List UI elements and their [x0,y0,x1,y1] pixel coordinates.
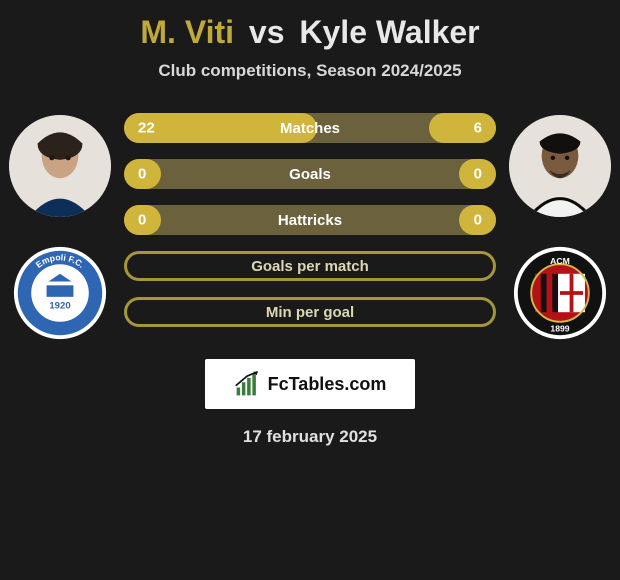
title: M. Viti vs Kyle Walker [0,14,620,51]
date: 17 february 2025 [0,427,620,447]
player2-avatar [509,115,611,217]
player1-club-badge: 1920 Empoli F.C. [12,245,108,341]
stat-value-right: 0 [474,212,482,229]
comparison-grid: 1920 Empoli F.C. 22 6 Matches 0 0 Goals 0 0 Hatt… [0,113,620,341]
table-icon [234,370,262,398]
watermark: FcTables.com [205,359,415,409]
player1-avatar [9,115,111,217]
stat-bar: Goals per match [124,251,496,281]
stat-value-left: 0 [138,166,146,183]
comparison-card: M. Viti vs Kyle Walker Club competitions… [0,0,620,447]
stat-value-right: 6 [474,120,482,137]
stat-value-right: 0 [474,166,482,183]
subtitle: Club competitions, Season 2024/2025 [0,61,620,81]
player1-name: M. Viti [140,14,234,50]
player2-club-badge: ACM 1899 [512,245,608,341]
svg-text:1920: 1920 [49,300,70,311]
player2-name: Kyle Walker [299,14,479,50]
stat-label: Goals [289,166,331,183]
stat-bar: 0 0 Goals [124,159,496,189]
right-column: ACM 1899 [500,113,620,341]
watermark-text: FcTables.com [268,374,387,395]
stat-value-left: 22 [138,120,155,137]
stats-column: 22 6 Matches 0 0 Goals 0 0 Hattricks Goals per ma… [120,113,500,327]
svg-text:ACM: ACM [550,256,570,266]
stat-label: Matches [280,120,340,137]
stat-label: Min per goal [266,304,354,321]
left-column: 1920 Empoli F.C. [0,113,120,341]
svg-text:1899: 1899 [550,323,569,333]
stat-bar: 0 0 Hattricks [124,205,496,235]
stat-label: Hattricks [278,212,342,229]
vs-text: vs [249,14,285,50]
stat-bar: Min per goal [124,297,496,327]
stat-bar: 22 6 Matches [124,113,496,143]
stat-fill-right [429,113,496,143]
stat-value-left: 0 [138,212,146,229]
stat-label: Goals per match [251,258,369,275]
